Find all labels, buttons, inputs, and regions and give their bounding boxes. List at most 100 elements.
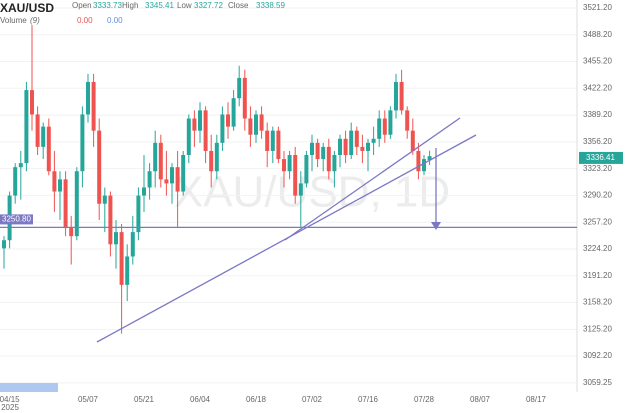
candle-body <box>287 155 292 172</box>
candle-body <box>203 110 208 151</box>
candle-body <box>410 130 415 151</box>
volume-area <box>0 383 58 392</box>
candle-body <box>405 110 410 131</box>
label: Open <box>72 1 92 10</box>
candle-body <box>382 118 387 135</box>
x-tick-label: 07/28 <box>414 395 435 404</box>
candle-body <box>338 138 342 156</box>
candle-body <box>248 118 253 135</box>
y-tick-label: 3191.20 <box>583 271 612 280</box>
candle-body <box>354 130 359 147</box>
candle-body <box>46 126 51 172</box>
x-tick-label: 07/16 <box>358 395 379 404</box>
value: 3345.41 <box>145 1 174 10</box>
last-price-tag <box>579 151 623 164</box>
label: High <box>122 1 138 10</box>
y-tick-label: 3158.20 <box>583 298 612 307</box>
y-tick-label: 3224.20 <box>583 244 612 253</box>
candle-body <box>181 155 186 192</box>
candle-body <box>86 81 90 115</box>
candle-body <box>52 171 57 192</box>
candle-body <box>377 118 382 139</box>
candle-body <box>293 155 298 196</box>
y-tick-label: 3323.20 <box>583 164 612 173</box>
candle-body <box>108 195 113 245</box>
candle-body <box>214 142 219 172</box>
candle-body <box>186 118 191 156</box>
candle-body <box>147 171 152 188</box>
x-tick-label: 08/17 <box>526 395 547 404</box>
candle-body <box>326 146 331 172</box>
candle-body <box>30 90 34 115</box>
x-tick-label: 05/21 <box>134 395 155 404</box>
label: (9) <box>30 16 40 25</box>
candle-body <box>63 179 68 229</box>
candle-body <box>2 240 6 249</box>
candle-body <box>231 98 236 127</box>
candle-body <box>254 114 258 135</box>
candle-body <box>74 171 79 237</box>
y-tick-label: 3422.20 <box>583 83 612 92</box>
x-tick-label: 07/02 <box>302 395 323 404</box>
candle-body <box>119 232 124 285</box>
candle-body <box>304 155 309 184</box>
candle-body <box>371 138 376 143</box>
candle-body <box>97 130 102 204</box>
title: XAU/USD <box>0 1 54 15</box>
candle-body <box>416 150 421 172</box>
y-tick-label: 3059.25 <box>583 378 612 387</box>
x-tick-label: 06/18 <box>246 395 267 404</box>
candle-body <box>80 114 85 172</box>
candle-body <box>282 159 286 172</box>
candle-body <box>69 228 74 237</box>
value: 3338.59 <box>256 1 285 10</box>
candle-body <box>142 187 146 196</box>
label: Close <box>228 1 249 10</box>
candle-body <box>394 81 398 111</box>
y-tick-label: 3389.20 <box>583 110 612 119</box>
candle-body <box>270 130 275 151</box>
value: 3333.73 <box>93 1 122 10</box>
candle-body <box>18 163 23 168</box>
candle-body <box>209 150 214 172</box>
x-tick-label: 06/04 <box>190 395 211 404</box>
price-tag <box>0 214 33 225</box>
candle-body <box>276 130 281 160</box>
y-tick-label: 3488.20 <box>583 30 612 39</box>
candle-body <box>265 130 270 151</box>
y-tick-label: 3290.20 <box>583 191 612 200</box>
plot <box>0 7 577 384</box>
candle-body <box>315 142 320 160</box>
candle-body <box>153 142 158 172</box>
arrow-head <box>431 222 441 230</box>
watermark: XAU/USD, 1D <box>174 168 450 217</box>
label: Low <box>177 1 192 10</box>
year-label: 2025 <box>1 403 19 412</box>
value: 0.00 <box>77 16 93 25</box>
candle-body <box>298 183 303 196</box>
candle-body <box>226 114 230 127</box>
candle-body <box>175 167 180 192</box>
candle-body <box>399 81 404 111</box>
candle-body <box>427 156 432 161</box>
candle-body <box>41 126 46 147</box>
y-tick-label: 3257.20 <box>583 217 612 226</box>
candle-body <box>388 110 393 135</box>
candle-body <box>114 232 118 245</box>
candle-body <box>91 81 96 131</box>
candle-body <box>237 77 242 99</box>
candle-body <box>343 138 348 156</box>
candle-body <box>164 179 169 184</box>
value: 3327.72 <box>194 1 223 10</box>
candle-body <box>360 146 365 151</box>
candle-body <box>102 195 107 204</box>
candle-body <box>259 114 264 131</box>
candle-body <box>422 159 426 172</box>
trend-line <box>284 117 461 241</box>
price-tag-label: 3250.80 <box>2 215 31 224</box>
y-tick-label: 3092.20 <box>583 351 612 360</box>
candle-body <box>130 232 135 257</box>
y-tick-label: 3455.20 <box>583 57 612 66</box>
x-tick-label: 05/07 <box>78 395 99 404</box>
